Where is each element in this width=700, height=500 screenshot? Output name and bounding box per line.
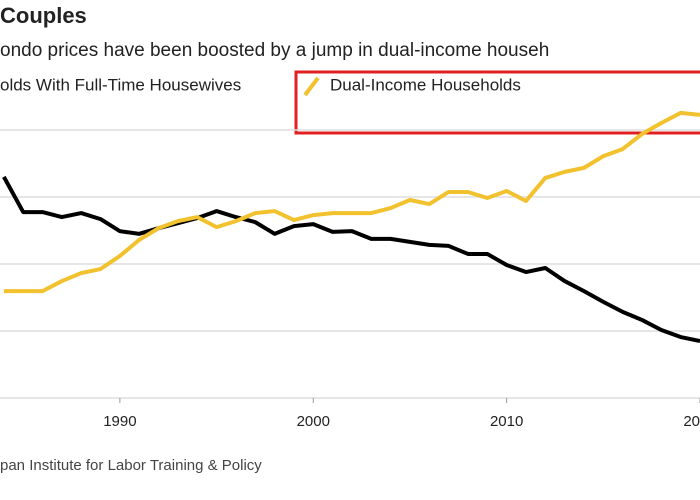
x-tick-label: 20	[683, 413, 700, 430]
chart-subtitle: ondo prices have been boosted by a jump …	[0, 40, 549, 61]
highlight-box	[294, 70, 700, 135]
series-line	[2, 175, 700, 344]
series-line	[3, 110, 700, 294]
legend-swatch	[303, 76, 320, 97]
x-tick-label: 2010	[490, 413, 523, 430]
legend-label: olds With Full-Time Housewives	[0, 75, 241, 94]
legend-label: Dual-Income Households	[330, 75, 521, 94]
x-tick-label: 2000	[297, 413, 330, 430]
chart-title: Couples	[0, 3, 87, 28]
x-tick-label: 1990	[103, 413, 136, 430]
source: pan Institute for Labor Training & Polic…	[0, 457, 262, 474]
